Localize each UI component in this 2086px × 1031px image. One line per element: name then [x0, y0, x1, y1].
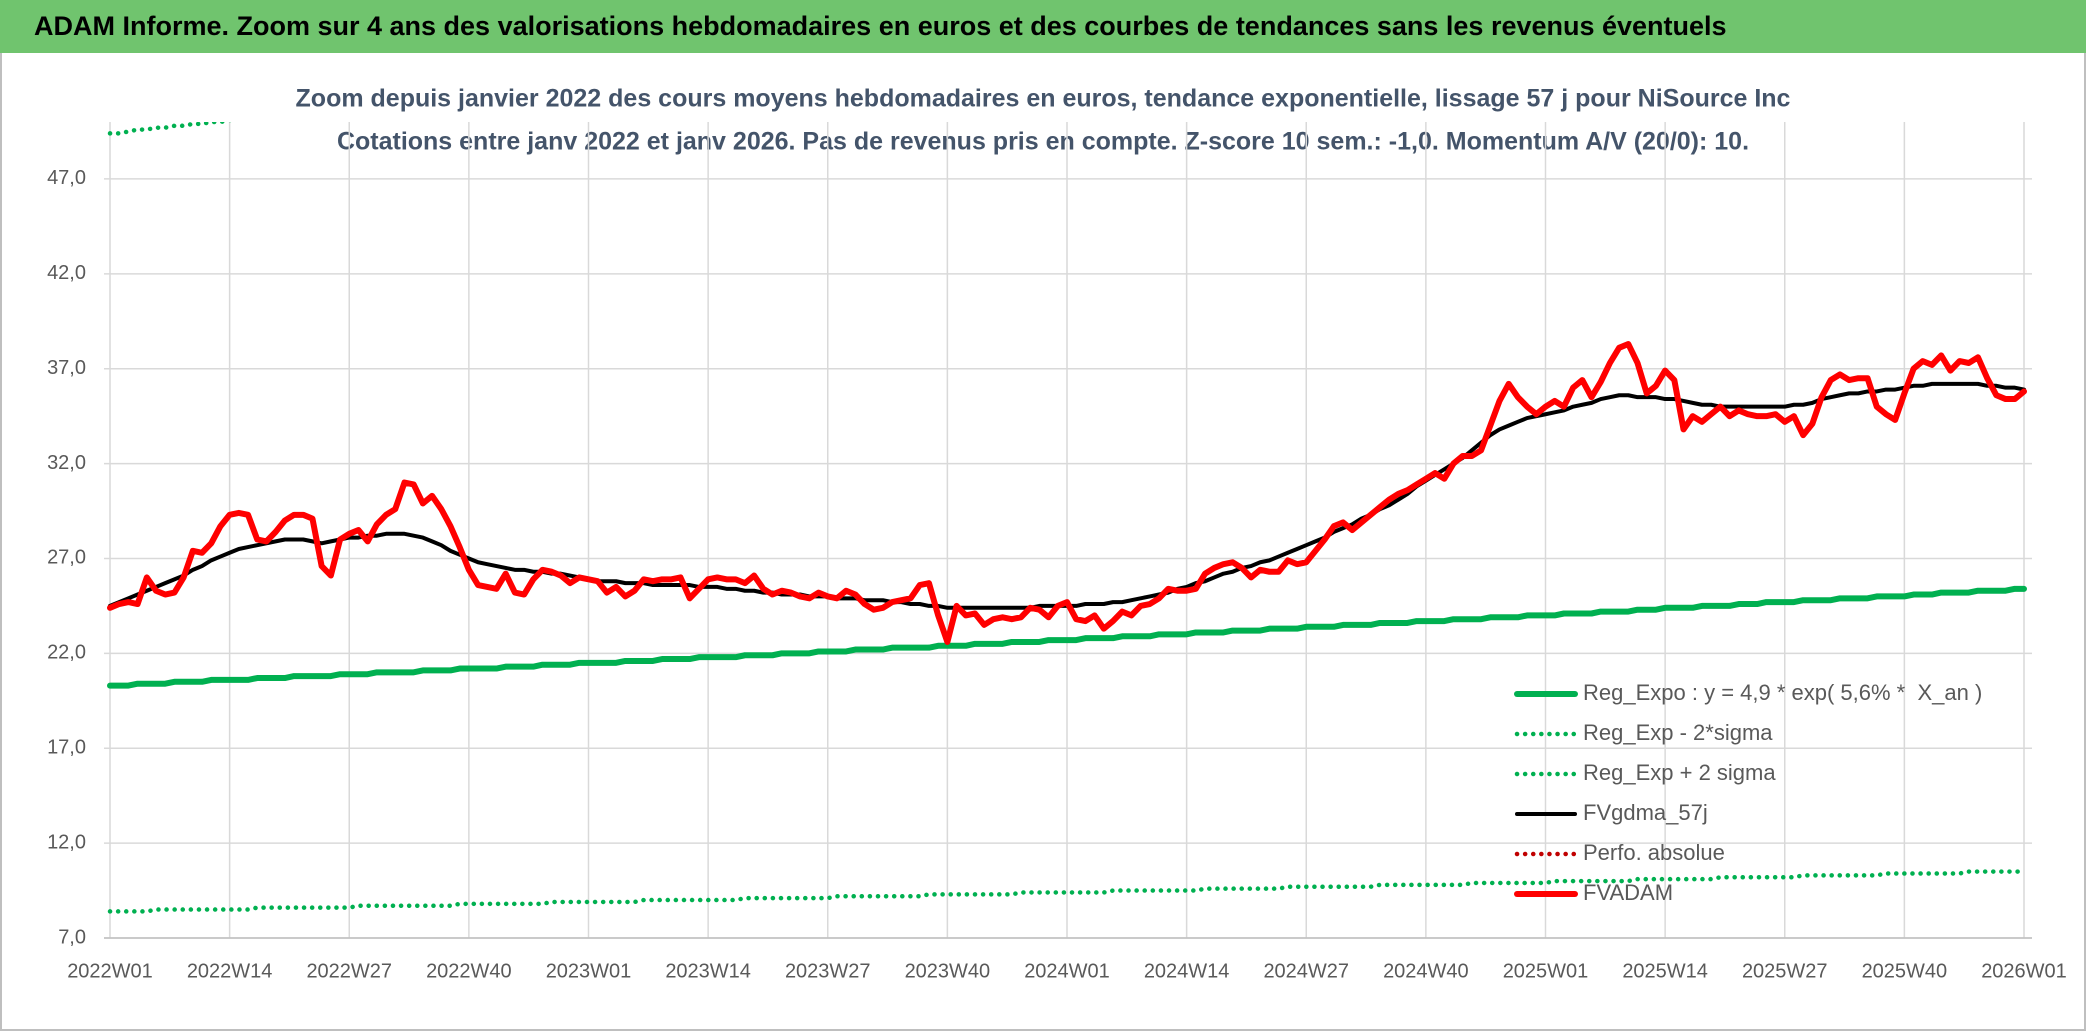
y-tick-label: 32,0: [47, 452, 86, 474]
legend-label: FVgdma_57j: [1583, 800, 1708, 825]
plot: [107, 122, 2027, 914]
axes: 7,0 12,0 17,0 22,0 27,0 32,0 37,0 42,0 47,0 2022W…: [47, 167, 2067, 982]
x-tick-label: 2025W14: [1622, 960, 1708, 982]
y-tick-label: 27,0: [47, 547, 86, 569]
x-tick-label: 2022W27: [306, 960, 392, 982]
x-tick-label: 2024W14: [1144, 960, 1230, 982]
x-tick-label: 2024W27: [1263, 960, 1349, 982]
header-bar: [0, 0, 2086, 53]
legend-label: Reg_Exp - 2*sigma: [1583, 720, 1773, 745]
grid: [104, 122, 2032, 939]
series-line: [107, 341, 2027, 645]
x-tick-label: 2024W01: [1024, 960, 1110, 982]
x-tick-label: 2023W27: [785, 960, 871, 982]
y-tick-label: 12,0: [47, 831, 86, 853]
legend-label: Reg_Exp + 2 sigma: [1583, 760, 1776, 785]
x-tick-label: 2024W40: [1383, 960, 1469, 982]
subtitle: Zoom depuis janvier 2022 des cours moyen…: [296, 85, 1791, 113]
header-title: ADAM Informe. Zoom sur 4 ans des valoris…: [34, 11, 1727, 41]
x-tick-label: 2023W01: [546, 960, 632, 982]
x-tick-label: 2025W01: [1503, 960, 1589, 982]
legend-label: Reg_Expo : y = 4,9 * exp( 5,6% * X_an ): [1583, 680, 1982, 705]
y-tick-label: 22,0: [47, 642, 86, 664]
x-tick-label: 2023W14: [665, 960, 751, 982]
legend: Reg_Expo : y = 4,9 * exp( 5,6% * X_an ) R…: [1514, 680, 1982, 905]
legend-label: Perfo. absolue: [1583, 840, 1725, 865]
y-tick-label: 47,0: [47, 167, 86, 189]
y-tick-label: 17,0: [47, 737, 86, 759]
y-tick-label: 37,0: [47, 357, 86, 379]
y-tick-label: 42,0: [47, 262, 86, 284]
x-tick-label: 2023W40: [905, 960, 991, 982]
x-tick-label: 2025W40: [1862, 960, 1948, 982]
x-tick-label: 2022W40: [426, 960, 512, 982]
x-tick-label: 2026W01: [1981, 960, 2067, 982]
x-tick-label: 2025W27: [1742, 960, 1828, 982]
legend-label: FVADAM: [1583, 880, 1673, 905]
subtitle: Cotations entre janv 2022 et janv 2026. …: [337, 128, 1749, 156]
series-line: [107, 585, 2027, 689]
x-tick-label: 2022W14: [187, 960, 273, 982]
x-tick-label: 2022W01: [67, 960, 153, 982]
y-tick-label: 7,0: [58, 926, 86, 948]
